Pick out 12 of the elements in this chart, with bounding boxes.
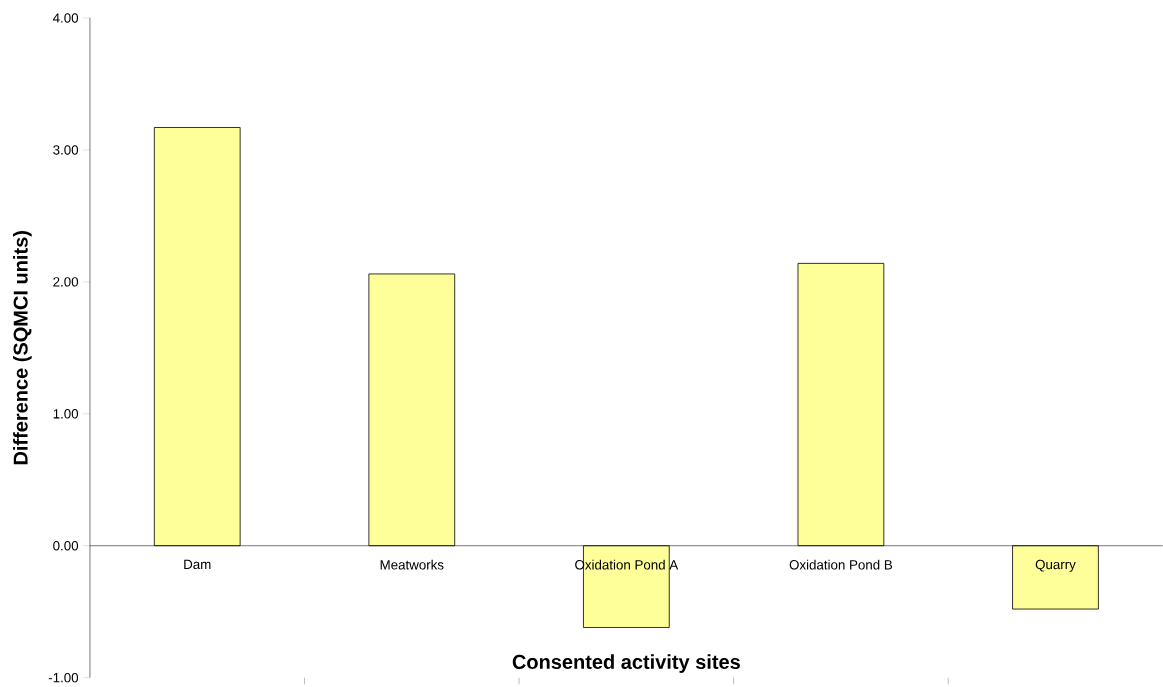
y-axis-title: Difference (SQMCI units)	[13, 231, 32, 465]
x-axis-title: Consented activity sites	[512, 654, 740, 674]
y-tick-label: -1.00	[48, 673, 79, 683]
y-tick-label: 2.00	[53, 277, 79, 287]
x-tick-label: Dam	[184, 559, 211, 570]
x-tick-label: Oxidation Pond B	[789, 559, 893, 570]
x-tick-label: Quarry	[1035, 559, 1076, 572]
x-tick-label: Meatworks	[380, 559, 444, 570]
y-tick-label: 0.00	[53, 541, 79, 551]
y-tick-label: 3.00	[53, 145, 79, 155]
y-tick-label: 4.00	[52, 13, 79, 23]
y-tick-label: 1.00	[53, 409, 79, 419]
